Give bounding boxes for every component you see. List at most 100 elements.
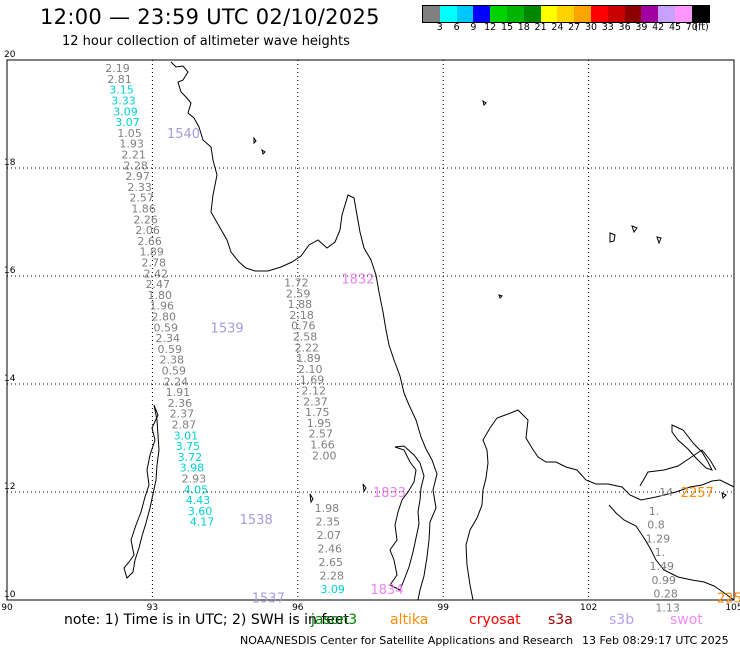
pass-number: 1538: [240, 513, 273, 528]
longitude-tick-label: 99: [437, 603, 449, 613]
wave-height-value: 2.57: [129, 192, 154, 205]
wave-height-value: 1.89: [139, 246, 164, 259]
latitude-tick-label: 18: [4, 158, 16, 168]
wave-height-value: 2.34: [156, 332, 181, 345]
longitude-tick-label: 96: [292, 603, 304, 613]
latitude-tick-label: 10: [4, 590, 16, 600]
map-frame: [6, 59, 735, 601]
longitude-tick-label: 105: [725, 603, 740, 613]
wave-height-value: 2.06: [135, 224, 160, 237]
scale-unit: (ft): [694, 22, 709, 33]
wave-height-value: 0.59: [162, 365, 187, 378]
wave-height-value: 2.47: [145, 278, 170, 291]
scale-swatch: [490, 6, 507, 22]
wave-height-value: 1.29: [646, 532, 671, 545]
wave-height-value: 1.69: [300, 374, 325, 387]
wave-height-value: 1.13: [655, 601, 680, 614]
pass-number: 1539: [211, 321, 244, 336]
wave-height-color-scale: [422, 5, 710, 23]
wave-height-value: 2.33: [127, 181, 152, 194]
legend-jason3: jason3: [311, 612, 358, 628]
legend-s3b: s3b: [609, 612, 635, 628]
wave-height-value: 2.21: [121, 149, 146, 162]
scale-swatch: [574, 6, 591, 22]
wave-height-value: 2.42: [143, 267, 168, 280]
wave-height-value: 1.88: [288, 298, 313, 311]
wave-height-value: 1.93: [119, 138, 144, 151]
wave-height-value: 2.93: [182, 473, 207, 486]
wave-height-value: 2.10: [298, 363, 323, 376]
wave-height-value: 2.19: [105, 62, 130, 75]
wave-height-value: 14: [659, 486, 673, 499]
wave-height-value: 2.28: [319, 570, 344, 583]
latitude-tick-label: 20: [4, 50, 16, 60]
coastline: [123, 61, 735, 601]
island: [309, 493, 314, 504]
wave-height-value: 0.59: [154, 321, 179, 334]
scale-swatch: [523, 6, 541, 22]
latitude-tick-label: 16: [4, 266, 16, 276]
scale-label: 42: [652, 22, 665, 33]
scale-label: 45: [668, 22, 682, 33]
wave-height-value: 1.98: [315, 502, 340, 515]
wave-height-value: 1.66: [310, 438, 335, 451]
map-subtitle: 12 hour collection of altimeter wave hei…: [62, 34, 350, 49]
latitude-tick-label: 12: [4, 482, 15, 492]
scale-swatch: [439, 6, 457, 22]
scale-swatch: [506, 6, 524, 22]
scale-swatch: [674, 6, 692, 22]
island: [656, 236, 662, 245]
scale-label: 70: [685, 22, 698, 33]
scale-swatch: [691, 6, 709, 22]
scale-label: 6: [453, 22, 460, 33]
wave-height-value: 3.33: [111, 95, 136, 108]
coastline-cambodia-vietnam: [608, 504, 735, 601]
wave-height-value: 2.28: [123, 159, 148, 172]
pass-number: 1540: [167, 127, 200, 142]
pass-number: 1537: [252, 591, 285, 606]
island: [261, 148, 266, 155]
wave-height-value: 3.15: [109, 84, 134, 97]
longitude-tick-label: 93: [147, 603, 158, 613]
wave-height-value: 1.96: [150, 300, 175, 313]
wave-height-value: 2.81: [107, 73, 132, 86]
pass-number: 1833: [373, 486, 406, 501]
wave-height-value: 3.01: [174, 429, 199, 442]
wave-height-value: 4.05: [184, 483, 209, 496]
wave-height-value: 2.37: [170, 408, 195, 421]
small-islands: [253, 99, 727, 504]
credit-text: NOAA/NESDIS Center for Satellite Applica…: [240, 634, 574, 647]
island: [482, 99, 487, 106]
longitude-tick-label: 90: [1, 603, 13, 613]
island: [721, 492, 727, 500]
wave-height-value: 3.72: [178, 451, 203, 464]
wave-height-value: 2.46: [318, 543, 343, 556]
coastline-myanmar-north: [170, 61, 438, 601]
scale-swatch: [540, 6, 558, 22]
wave-height-value: 2.18: [289, 309, 314, 322]
wave-height-value: 1.95: [307, 417, 332, 430]
island: [498, 294, 503, 299]
scale-label: 30: [584, 22, 598, 33]
wave-height-value: 3.07: [115, 116, 140, 129]
wave-height-value: 3.60: [188, 505, 213, 518]
scale-label: 27: [568, 22, 581, 33]
coastline-cambodia-east: [639, 449, 717, 487]
scale-swatch: [624, 6, 642, 22]
island: [631, 225, 638, 234]
wave-height-value: 1.89: [296, 352, 321, 365]
wave-height-value: 3.98: [180, 462, 205, 475]
wave-height-value: 2.65: [319, 556, 344, 569]
coastline-tonle-sap: [671, 424, 713, 471]
island: [362, 483, 367, 493]
wave-height-value: 2.57: [309, 428, 334, 441]
wave-height-value: 2.78: [141, 257, 166, 270]
wave-height-value: 3.75: [176, 440, 201, 453]
scale-label: 39: [635, 22, 648, 33]
pass-number: 1834: [371, 583, 404, 598]
wave-height-value: 1.49: [650, 560, 675, 573]
wave-height-value: 1.91: [166, 386, 191, 399]
scale-swatch: [473, 6, 491, 22]
wave-height-value: 0.28: [653, 588, 678, 601]
scale-label: 33: [601, 22, 614, 33]
